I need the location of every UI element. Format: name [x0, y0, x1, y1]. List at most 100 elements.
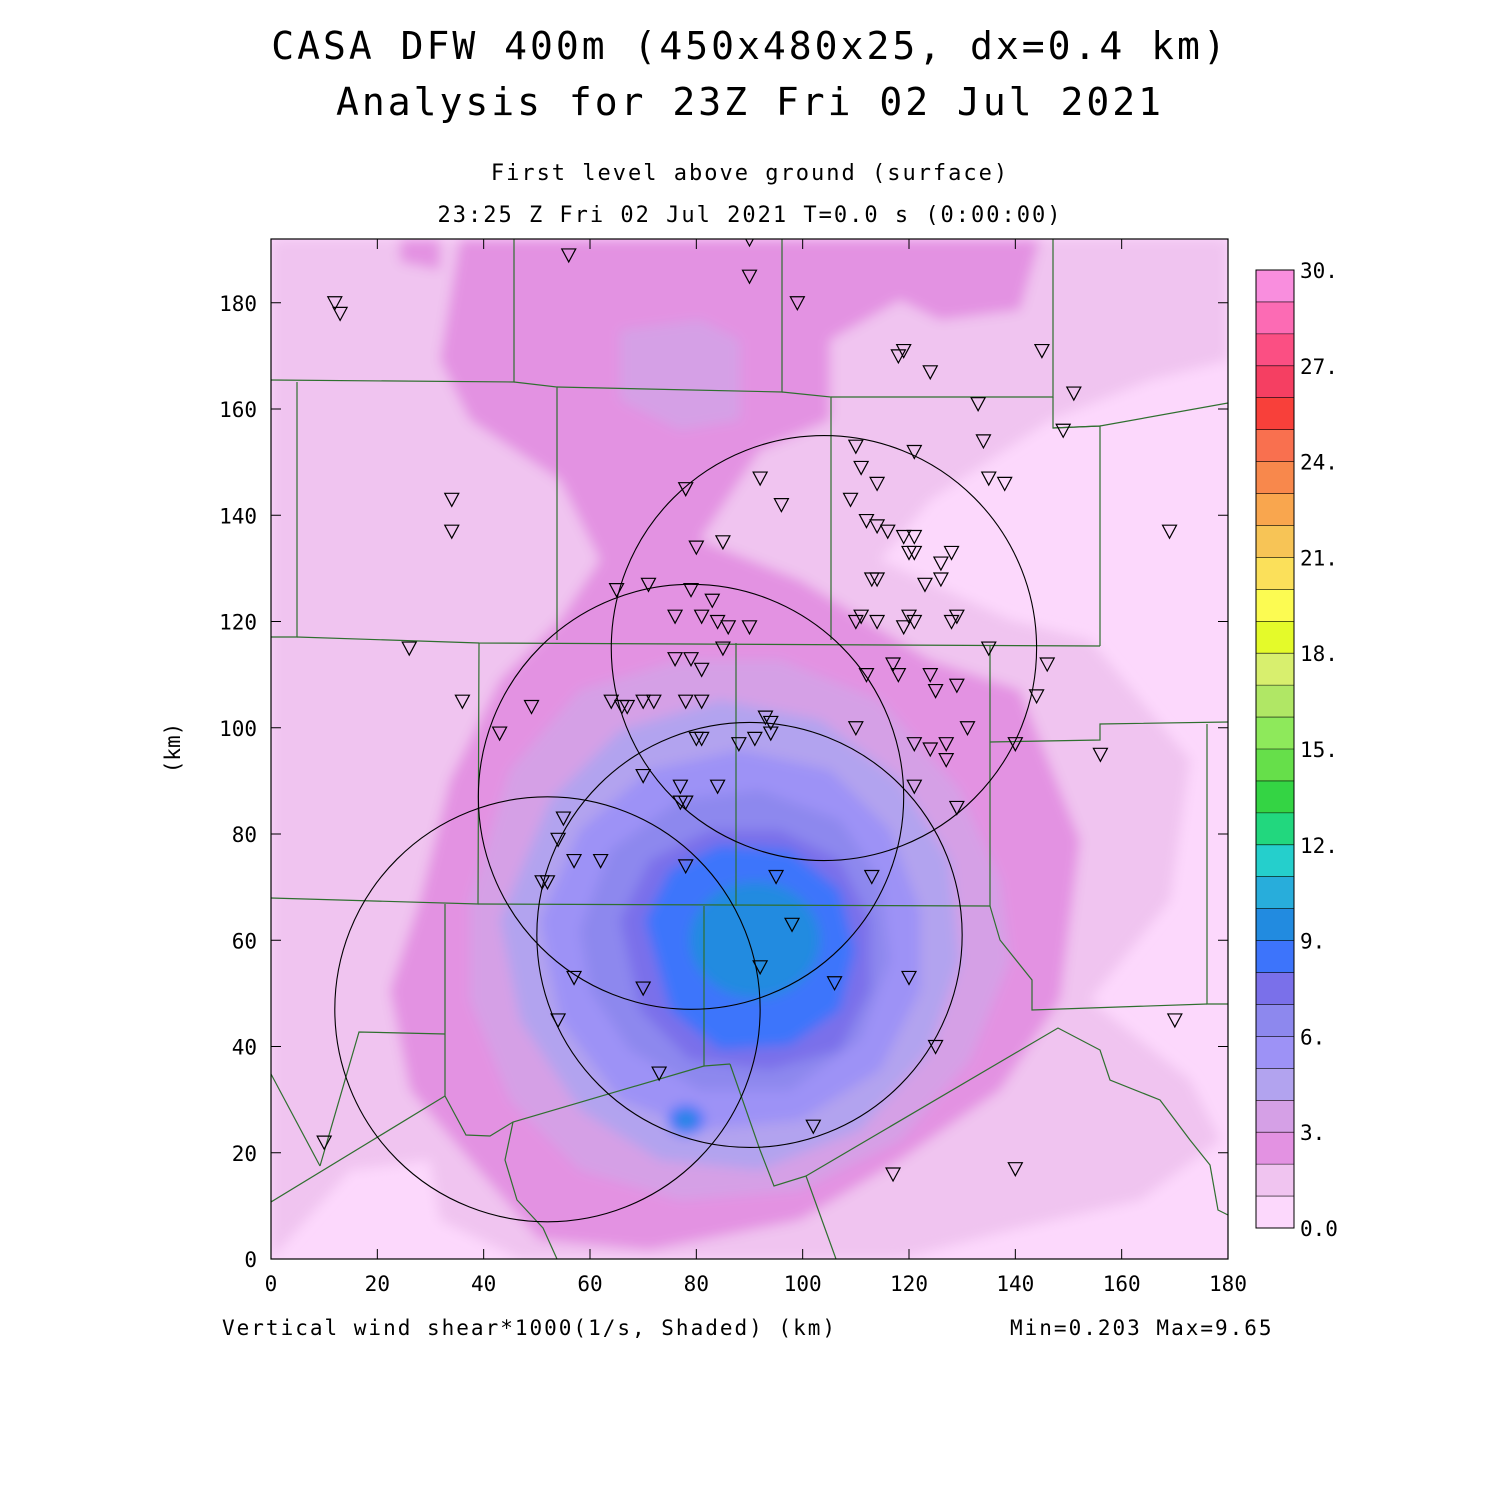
station-marker [922, 742, 939, 758]
station-marker [730, 737, 747, 752]
colorbar-swatch [1256, 844, 1294, 878]
field-level-1b [271, 380, 560, 640]
colorbar-swatch [1256, 717, 1294, 750]
station-marker [975, 434, 992, 450]
station-marker [640, 577, 657, 593]
station-marker [566, 970, 583, 986]
station-marker [608, 583, 625, 598]
station-marker [560, 248, 577, 264]
colorbar-label: 27. [1300, 355, 1338, 379]
radar-ring [477, 583, 905, 1010]
station-marker [826, 976, 843, 992]
station-marker [741, 620, 758, 636]
station-marker [454, 694, 471, 710]
station-marker [879, 524, 896, 540]
radar-range-rings [334, 435, 1038, 1223]
station-marker [948, 678, 965, 694]
station-marker [1039, 657, 1056, 673]
station-marker [667, 609, 684, 625]
station-marker [677, 482, 694, 497]
colorbar-swatch [1256, 1164, 1294, 1197]
station-marker [714, 535, 731, 551]
colorbar-swatch [1256, 589, 1294, 622]
station-marker [869, 519, 886, 535]
colorbar-label: 15. [1300, 738, 1338, 762]
station-marker [853, 460, 870, 476]
station-marker [842, 492, 859, 508]
y-tick-label: 60 [232, 929, 257, 953]
station-marker [932, 572, 949, 588]
station-marker [523, 699, 540, 715]
station-marker [970, 397, 987, 412]
station-marker [805, 1119, 822, 1135]
station-marker [906, 444, 923, 460]
y-tick-label: 80 [232, 823, 257, 847]
station-marker [847, 614, 864, 630]
x-tick-label: 180 [1209, 1272, 1247, 1296]
station-marker [980, 641, 997, 657]
colorbar-swatch [1256, 461, 1294, 495]
colorbar-swatch [1256, 653, 1294, 686]
colorbar-swatch [1256, 685, 1294, 718]
station-marker [959, 721, 976, 737]
plot-frame [270, 238, 1229, 1260]
x-tick-label: 20 [365, 1272, 390, 1296]
colorbar-swatch [1256, 621, 1294, 654]
colorbar: 30. 27. 24. 21. 18. 15. 12. 9. 6. 3. 0.0 [1255, 259, 1338, 1241]
station-marker [938, 737, 955, 752]
colorbar-swatch [1256, 365, 1294, 399]
colorbar-swatch [1256, 876, 1294, 910]
station-marker [752, 960, 769, 976]
station-marker [443, 492, 460, 508]
station-marker [890, 349, 907, 365]
y-tick-label: 180 [219, 292, 257, 316]
station-marker [592, 853, 609, 869]
station-marker [635, 694, 652, 710]
x-axis: 0 20 40 60 80 100 120 140 160 180 [265, 239, 1247, 1296]
station-marker [1166, 1013, 1183, 1029]
radar-ring [334, 796, 761, 1223]
y-tick-label: 160 [219, 398, 257, 422]
y-tick-label: 20 [232, 1142, 257, 1166]
station-marker [906, 779, 923, 795]
x-tick-label: 140 [996, 1272, 1034, 1296]
colorbar-swatch [1256, 1132, 1294, 1165]
station-marker [709, 614, 726, 630]
station-marker [895, 620, 912, 636]
station-marker [885, 657, 902, 673]
x-tick-label: 40 [471, 1272, 496, 1296]
station-marker [847, 721, 864, 737]
station-marker [757, 710, 774, 726]
x-tick-label: 60 [577, 1272, 602, 1296]
station-marker [1033, 343, 1050, 359]
colorbar-swatch [1256, 270, 1294, 303]
colorbar-label: 0.0 [1300, 1217, 1338, 1241]
station-marker [980, 471, 997, 487]
station-marker [853, 609, 870, 625]
station-marker [566, 853, 583, 869]
station-marker [1055, 423, 1072, 439]
station-marker [677, 795, 694, 811]
station-marker [943, 614, 960, 630]
station-marker [619, 699, 636, 715]
colorbar-swatch [1256, 749, 1294, 782]
station-marker [885, 1167, 902, 1183]
level-subtitle: First level above ground (surface) [490, 161, 1010, 186]
station-marker [927, 683, 944, 699]
station-marker [714, 641, 731, 657]
station-marker [677, 859, 694, 875]
station-marker [555, 811, 572, 827]
y-tick-label: 120 [219, 611, 257, 635]
station-marker [922, 668, 939, 683]
map-plot-area [271, 239, 1228, 1259]
y-tick-label: 40 [232, 1036, 257, 1060]
min-max-label: Min=0.203 Max=9.65 [1010, 1316, 1274, 1340]
colorbar-swatch [1256, 940, 1294, 974]
station-marker [635, 768, 652, 784]
station-marker [943, 545, 960, 561]
station-marker [316, 1135, 333, 1151]
colorbar-swatch [1256, 780, 1294, 814]
colorbar-swatch [1256, 1068, 1294, 1101]
station-marker [550, 832, 567, 848]
